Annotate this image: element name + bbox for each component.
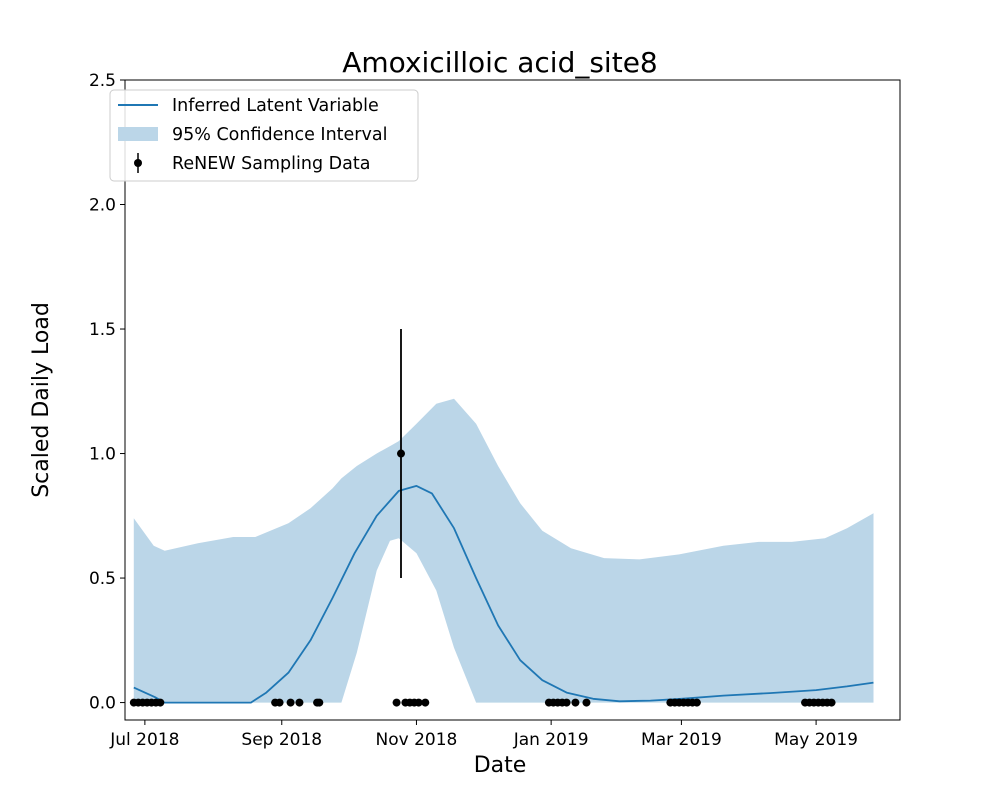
x-tick-label: May 2019 — [774, 730, 858, 750]
sample-point — [396, 449, 405, 458]
legend: Inferred Latent Variable 95% Confidence … — [109, 89, 419, 182]
chart-title: Amoxicilloic acid_site8 — [342, 46, 657, 79]
y-tick-label: 0.0 — [89, 694, 116, 714]
sample-point — [827, 698, 836, 707]
x-axis-title: Date — [474, 753, 527, 778]
x-tick-label: Sep 2018 — [241, 730, 322, 750]
legend-band-swatch — [118, 127, 158, 141]
y-axis: 0.0 0.5 1.0 1.5 2.0 2.5 — [89, 71, 125, 714]
y-axis-title: Scaled Daily Load — [29, 302, 54, 498]
x-axis: Jul 2018 Sep 2018 Nov 2018 Jan 2019 Mar 2019… — [109, 720, 858, 750]
x-tick-label: Mar 2019 — [641, 730, 722, 750]
x-tick-label: Jan 2019 — [513, 730, 589, 750]
sample-point — [156, 698, 165, 707]
legend-label-band: 95% Confidence Interval — [172, 125, 387, 145]
x-tick-label: Jul 2018 — [109, 730, 179, 750]
x-tick-label: Nov 2018 — [376, 730, 458, 750]
sample-point — [295, 698, 304, 707]
sample-point — [562, 698, 571, 707]
y-tick-label: 2.0 — [89, 196, 116, 216]
y-tick-label: 1.0 — [89, 445, 116, 465]
y-tick-label: 0.5 — [89, 569, 116, 589]
confidence-band — [133, 398, 874, 703]
sample-point — [315, 698, 324, 707]
sample-point — [421, 698, 430, 707]
legend-point-swatch — [134, 159, 142, 167]
legend-box — [109, 89, 419, 182]
plot-area — [129, 329, 874, 707]
y-tick-label: 2.5 — [89, 71, 116, 91]
sample-point — [414, 698, 423, 707]
plot-frame — [124, 79, 901, 721]
legend-label-points: ReNEW Sampling Data — [172, 154, 370, 174]
sample-point — [582, 698, 591, 707]
sample-point — [275, 698, 284, 707]
legend-label-line: Inferred Latent Variable — [172, 96, 379, 116]
sample-point — [286, 698, 295, 707]
y-tick-label: 1.5 — [89, 320, 116, 340]
sample-point — [571, 698, 580, 707]
sample-point — [392, 698, 401, 707]
sample-point — [692, 698, 701, 707]
latent-variable-line — [133, 485, 874, 704]
